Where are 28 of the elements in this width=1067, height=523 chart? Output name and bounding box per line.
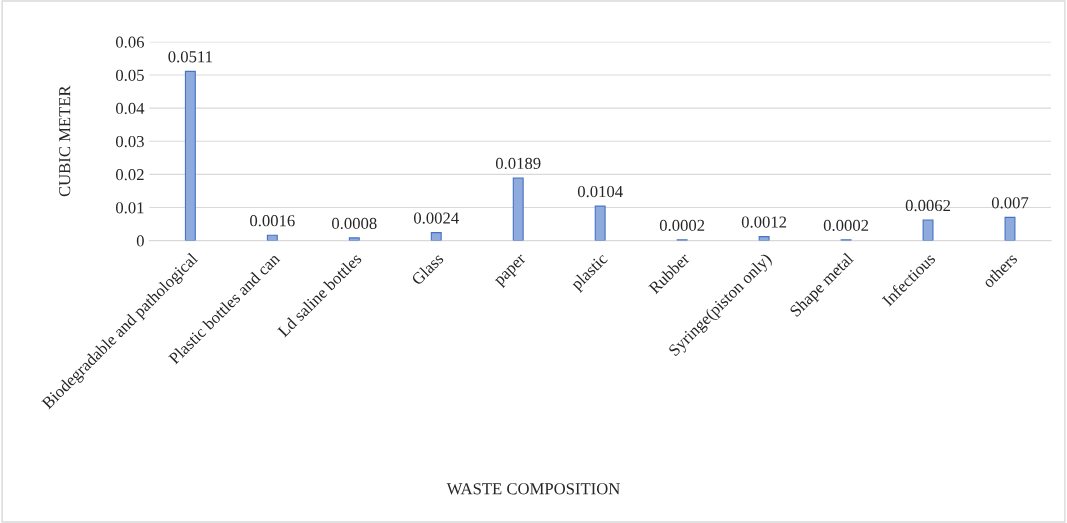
data-label: 0.0002 <box>659 219 705 232</box>
data-label: 0.0016 <box>250 215 295 227</box>
bar <box>594 205 606 241</box>
bar <box>184 70 196 241</box>
y-tick-label: 0.03 <box>115 135 144 148</box>
data-label: 0.0002 <box>823 219 869 232</box>
bar <box>348 237 360 241</box>
data-label: 0.0104 <box>577 185 623 198</box>
y-axis-title: CUBIC METER <box>59 85 71 197</box>
bar <box>922 219 934 241</box>
data-label: 0.0008 <box>332 217 377 230</box>
y-tick-label: 0.05 <box>115 69 144 81</box>
data-label: 0.0012 <box>741 216 787 228</box>
data-label: 0.0189 <box>495 157 541 170</box>
bar <box>430 232 442 241</box>
data-label: 0.007 <box>991 197 1029 209</box>
y-tick-label: 0.01 <box>115 202 144 214</box>
data-label: 0.0511 <box>168 51 212 63</box>
bar <box>1004 216 1016 241</box>
bar <box>758 236 770 241</box>
data-label: 0.0024 <box>413 212 459 224</box>
y-tick-label: 0.04 <box>115 102 145 115</box>
bar <box>512 177 524 241</box>
y-tick-label: 0.02 <box>115 169 144 181</box>
data-label: 0.0062 <box>905 199 951 212</box>
y-tick-label: 0.06 <box>115 36 145 48</box>
y-tick-label: 0 <box>136 235 144 247</box>
x-axis-title: WASTE COMPOSITION <box>446 483 620 495</box>
